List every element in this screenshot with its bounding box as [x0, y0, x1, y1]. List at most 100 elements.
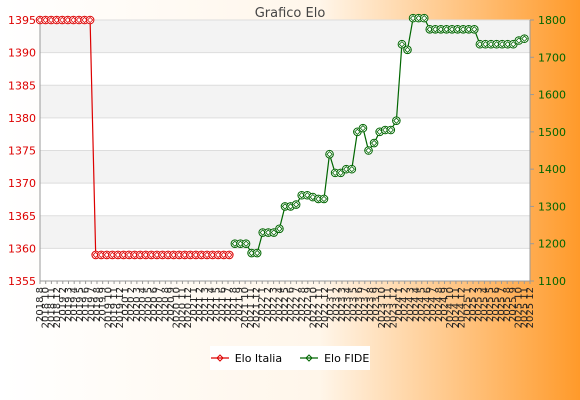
- x-tick-label: 2024 11: [451, 287, 462, 328]
- data-point: [419, 13, 429, 23]
- x-tick-label: 2018 11: [46, 287, 57, 328]
- data-point: [358, 123, 368, 133]
- x-tick-label: 2022 2: [263, 287, 274, 322]
- x-tick-label: 2024 10: [445, 287, 456, 328]
- data-point: [386, 125, 396, 135]
- x-tick-label: 2020 11: [177, 287, 188, 328]
- y-left-tick-label: 1360: [8, 242, 36, 255]
- x-tick-label: 2025 6: [491, 287, 502, 322]
- x-tick-label: 2021 1: [189, 287, 200, 322]
- x-tick-label: 2024 1: [394, 287, 405, 322]
- data-point-marker: [354, 128, 361, 136]
- x-tick-label: 2020 10: [172, 287, 183, 328]
- x-tick-label: 2021 7: [223, 287, 234, 322]
- x-tick-label: 2024 3: [405, 287, 416, 322]
- series-elo-fide: [230, 13, 529, 258]
- x-tick-label: 2019 7: [86, 287, 97, 322]
- x-tick-label: 2021 10: [240, 287, 251, 328]
- legend-label: Elo Italia: [234, 351, 283, 365]
- data-point: [252, 248, 262, 258]
- x-tick-label: 2024 8: [434, 287, 445, 322]
- x-tick-label: 2021 6: [217, 287, 228, 322]
- x-tick-label: 2025 3: [474, 287, 485, 322]
- x-tick-label: 2025 2: [468, 287, 479, 322]
- data-point: [85, 15, 95, 25]
- x-tick-label: 2023 12: [388, 287, 399, 328]
- data-point: [470, 25, 479, 34]
- x-tick-label: 2022 10: [308, 287, 319, 328]
- x-tick-label: 2020 1: [120, 287, 131, 322]
- data-point: [397, 39, 407, 49]
- data-point: [325, 149, 334, 159]
- x-tick-label: 2025 1: [462, 287, 473, 322]
- data-point: [225, 250, 234, 260]
- data-point: [275, 224, 284, 234]
- x-tick-label: 2022 4: [274, 287, 285, 322]
- data-point-marker: [370, 139, 378, 147]
- x-tick-label: 2025 5: [485, 287, 496, 322]
- x-tick-label: 2019 12: [115, 287, 126, 328]
- data-point: [319, 194, 329, 204]
- data-point: [347, 164, 357, 174]
- x-tick-label: 2021 5: [212, 287, 223, 322]
- data-point-marker: [242, 240, 250, 247]
- x-tick-label: 2022 1: [257, 287, 268, 322]
- x-tick-label: 2019 5: [75, 287, 86, 322]
- x-tick-label: 2021 3: [200, 287, 211, 322]
- series-elo-italia: [35, 15, 234, 260]
- data-point: [392, 116, 401, 125]
- y-left-tick-label: 1395: [8, 14, 36, 27]
- data-point-marker: [226, 251, 233, 259]
- x-tick-label: 2020 9: [166, 287, 177, 322]
- x-tick-label: 2025 4: [479, 287, 490, 322]
- y-left-tick-label: 1370: [8, 177, 36, 190]
- x-tick-label: 2023 1: [326, 287, 337, 322]
- x-tick-label: 2023 6: [354, 287, 365, 322]
- x-tick-label: 2018 8: [35, 287, 46, 322]
- x-tick-label: 2019 9: [98, 287, 109, 322]
- x-tick-label: 2024 6: [422, 287, 433, 322]
- x-tick-label: 2020 8: [160, 287, 171, 322]
- data-point-marker: [348, 165, 355, 173]
- x-tick-label: 2023 4: [343, 287, 354, 322]
- x-tick-label: 2020 7: [155, 287, 166, 322]
- y-left-tick-label: 1380: [8, 112, 36, 125]
- data-point-marker: [320, 195, 328, 203]
- y-right-tick-label: 1300: [538, 200, 566, 213]
- x-tick-label: 2019 10: [103, 287, 114, 328]
- data-point-marker: [521, 35, 528, 42]
- legend: Elo Italia Elo FIDE: [210, 346, 370, 370]
- legend-item-elo-italia: Elo Italia: [210, 351, 283, 365]
- x-tick-label: 2023 7: [360, 287, 371, 322]
- y-axis-right: 1100 1200 1300 1400 1500 1600 1700 1800: [530, 14, 566, 288]
- legend-marker-icon: [210, 354, 229, 362]
- legend-swatch-marker: [305, 354, 313, 362]
- legend-marker-icon: [300, 354, 319, 362]
- x-tick-label: 2019 4: [69, 287, 80, 322]
- data-point-marker: [276, 225, 283, 232]
- x-tick-label: 2022 12: [320, 287, 331, 328]
- x-tick-label: 2021 11: [246, 287, 257, 328]
- x-tick-label: 2025 12: [525, 287, 536, 328]
- data-point-marker: [304, 192, 311, 199]
- x-tick-label: 2018 10: [41, 287, 52, 328]
- data-point-marker: [292, 201, 300, 208]
- x-tick-label: 2022 6: [286, 287, 297, 322]
- grid-band: [40, 20, 530, 53]
- x-tick-label: 2022 5: [280, 287, 291, 322]
- x-tick-label: 2024 7: [428, 287, 439, 322]
- x-tick-label: 2023 5: [348, 287, 359, 322]
- x-tick-label: 2020 5: [143, 287, 154, 322]
- x-tick-label: 2020 6: [149, 287, 160, 322]
- legend-swatch-marker: [215, 354, 224, 362]
- data-point-marker: [326, 151, 333, 158]
- y-left-tick-label: 1365: [8, 210, 36, 223]
- data-point-marker: [309, 193, 317, 201]
- x-tick-label: 2021 12: [252, 287, 263, 328]
- x-tick-label: 2021 4: [206, 287, 217, 322]
- data-point: [241, 239, 251, 249]
- x-tick-label: 2021 9: [234, 287, 245, 322]
- x-tick-label: 2020 12: [183, 287, 194, 328]
- data-point-marker: [393, 117, 400, 124]
- x-tick-label: 2019 6: [81, 287, 92, 322]
